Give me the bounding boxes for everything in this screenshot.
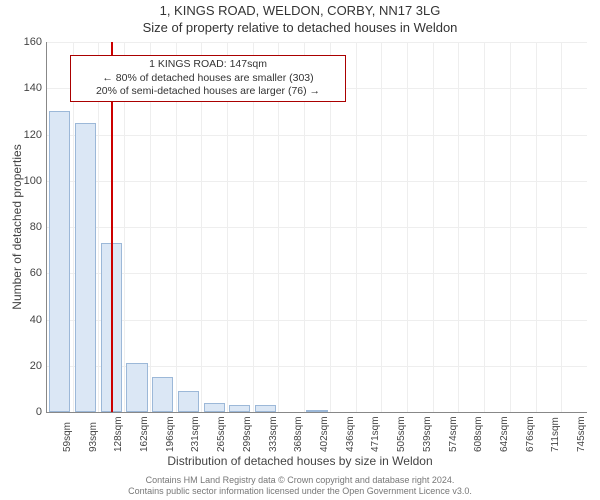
gridline-v bbox=[356, 42, 357, 412]
x-tick-label: 368sqm bbox=[293, 416, 304, 452]
y-tick-label: 100 bbox=[8, 175, 42, 187]
x-tick-label: 642sqm bbox=[499, 416, 510, 452]
gridline-v bbox=[561, 42, 562, 412]
footer-line: Contains public sector information licen… bbox=[0, 486, 600, 497]
y-tick-label: 60 bbox=[8, 267, 42, 279]
histogram-bar bbox=[75, 123, 96, 412]
x-tick-label: 471sqm bbox=[370, 416, 381, 452]
x-tick-label: 574sqm bbox=[448, 416, 459, 452]
gridline-h bbox=[47, 320, 587, 321]
x-tick-label: 333sqm bbox=[268, 416, 279, 452]
x-tick-label: 128sqm bbox=[113, 416, 124, 452]
title-subtitle: Size of property relative to detached ho… bbox=[0, 20, 600, 35]
x-tick-label: 608sqm bbox=[473, 416, 484, 452]
histogram-bar bbox=[229, 405, 250, 412]
y-tick-label: 0 bbox=[8, 406, 42, 418]
gridline-v bbox=[407, 42, 408, 412]
histogram-bar bbox=[49, 111, 70, 412]
x-tick-label: 436sqm bbox=[345, 416, 356, 452]
gridline-h bbox=[47, 181, 587, 182]
x-tick-label: 402sqm bbox=[319, 416, 330, 452]
histogram-bar bbox=[306, 410, 327, 412]
x-tick-label: 93sqm bbox=[88, 422, 99, 452]
x-tick-label: 539sqm bbox=[422, 416, 433, 452]
gridline-v bbox=[458, 42, 459, 412]
y-tick-label: 160 bbox=[8, 36, 42, 48]
gridline-v bbox=[536, 42, 537, 412]
y-tick-label: 80 bbox=[8, 221, 42, 233]
y-tick-label: 40 bbox=[8, 314, 42, 326]
gridline-v bbox=[433, 42, 434, 412]
footer-attribution: Contains HM Land Registry data © Crown c… bbox=[0, 475, 600, 497]
gridline-v bbox=[510, 42, 511, 412]
x-tick-label: 505sqm bbox=[396, 416, 407, 452]
x-tick-label: 745sqm bbox=[576, 416, 587, 452]
annotation-line: 1 KINGS ROAD: 147sqm bbox=[77, 58, 339, 72]
x-axis-label: Distribution of detached houses by size … bbox=[0, 454, 600, 468]
gridline-h bbox=[47, 273, 587, 274]
x-tick-label: 59sqm bbox=[62, 422, 73, 452]
gridline-h bbox=[47, 135, 587, 136]
gridline-v bbox=[484, 42, 485, 412]
title-address: 1, KINGS ROAD, WELDON, CORBY, NN17 3LG bbox=[0, 3, 600, 18]
histogram-bar bbox=[126, 363, 147, 412]
annotation-box: 1 KINGS ROAD: 147sqm ← 80% of detached h… bbox=[70, 55, 346, 102]
y-tick-label: 20 bbox=[8, 360, 42, 372]
x-tick-label: 196sqm bbox=[165, 416, 176, 452]
x-tick-label: 231sqm bbox=[190, 416, 201, 452]
x-tick-label: 162sqm bbox=[139, 416, 150, 452]
histogram-bar bbox=[255, 405, 276, 412]
histogram-bar bbox=[204, 403, 225, 412]
gridline-h bbox=[47, 42, 587, 43]
x-tick-label: 265sqm bbox=[216, 416, 227, 452]
x-tick-label: 299sqm bbox=[242, 416, 253, 452]
annotation-line: 20% of semi-detached houses are larger (… bbox=[77, 85, 339, 99]
histogram-bar bbox=[178, 391, 199, 412]
x-tick-label: 676sqm bbox=[525, 416, 536, 452]
gridline-v bbox=[381, 42, 382, 412]
footer-line: Contains HM Land Registry data © Crown c… bbox=[0, 475, 600, 486]
y-tick-label: 140 bbox=[8, 82, 42, 94]
annotation-line: ← 80% of detached houses are smaller (30… bbox=[77, 72, 339, 86]
x-tick-label: 711sqm bbox=[550, 417, 561, 452]
gridline-h bbox=[47, 227, 587, 228]
histogram-bar bbox=[152, 377, 173, 412]
y-tick-label: 120 bbox=[8, 129, 42, 141]
